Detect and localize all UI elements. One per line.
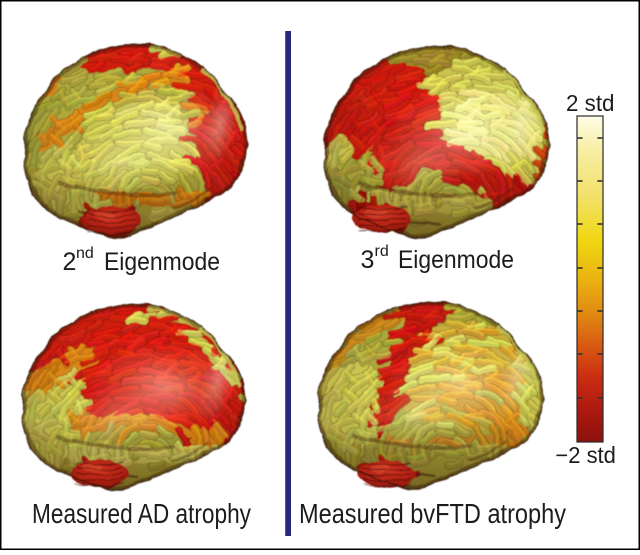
- svg-text:−2 std: −2 std: [555, 442, 616, 468]
- svg-text:3: 3: [361, 246, 375, 274]
- svg-text:Eigenmode: Eigenmode: [398, 246, 514, 274]
- svg-text:Measured bvFTD atrophy: Measured bvFTD atrophy: [299, 498, 566, 529]
- svg-text:2 std: 2 std: [566, 90, 615, 116]
- svg-text:nd: nd: [76, 245, 94, 262]
- svg-text:Eigenmode: Eigenmode: [104, 248, 220, 276]
- svg-text:rd: rd: [375, 243, 389, 260]
- svg-text:Measured AD atrophy: Measured AD atrophy: [32, 498, 251, 529]
- svg-text:2: 2: [63, 248, 77, 276]
